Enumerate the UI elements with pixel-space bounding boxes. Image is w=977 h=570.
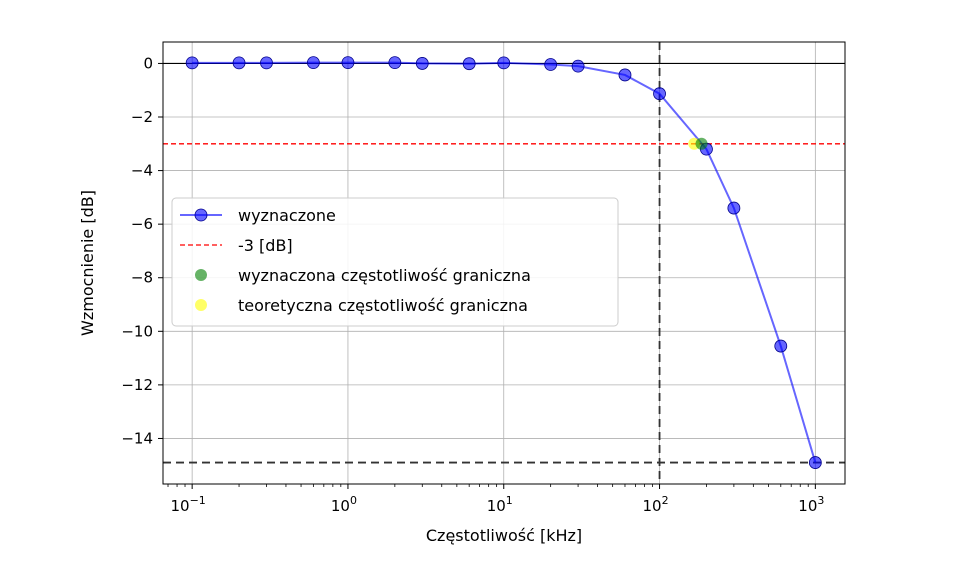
legend-swatch-dot bbox=[195, 299, 207, 311]
data-point bbox=[232, 56, 246, 70]
data-point bbox=[306, 56, 320, 70]
data-point bbox=[497, 56, 511, 70]
data-point bbox=[727, 201, 741, 215]
data-point bbox=[618, 68, 632, 82]
cutoff-points bbox=[688, 137, 708, 150]
x-tick-label: 10−1 bbox=[170, 494, 205, 515]
data-point bbox=[341, 56, 355, 70]
data-point bbox=[774, 339, 788, 353]
y-tick-label: −10 bbox=[121, 322, 153, 340]
legend: wyznaczone -3 [dB] wyznaczona częstotliwoś… bbox=[171, 197, 619, 327]
x-tick-label: 101 bbox=[487, 494, 513, 515]
legend-label: teoretyczna częstotliwość graniczna bbox=[238, 296, 528, 315]
y-tick-label: −14 bbox=[121, 429, 153, 447]
data-point bbox=[185, 56, 199, 70]
data-point bbox=[808, 456, 822, 469]
series bbox=[185, 56, 822, 469]
legend-swatch-marker bbox=[194, 208, 208, 222]
data-point bbox=[544, 58, 558, 71]
y-tick-label: 0 bbox=[143, 54, 153, 72]
legend-label: -3 [dB] bbox=[238, 236, 293, 255]
data-point bbox=[415, 57, 429, 70]
legend-swatch-dot bbox=[195, 269, 207, 281]
data-point bbox=[260, 56, 273, 70]
y-axis-ticks: 0 −2 −4 −6 −8 −10 −12 −14 bbox=[121, 54, 163, 447]
legend-label: wyznaczone bbox=[238, 206, 336, 225]
y-tick-label: −4 bbox=[131, 162, 153, 180]
x-tick-label: 102 bbox=[642, 494, 668, 515]
y-tick-label: −12 bbox=[121, 376, 153, 394]
y-axis-label: Wzmocnienie [dB] bbox=[78, 190, 97, 336]
x-axis-ticks: 10−1 100 101 102 103 bbox=[167, 484, 824, 515]
data-point bbox=[571, 59, 585, 73]
x-axis-label: Częstotliwość [kHz] bbox=[426, 526, 582, 545]
data-point bbox=[388, 56, 402, 70]
data-point bbox=[653, 87, 666, 101]
cutoff-point bbox=[695, 137, 708, 150]
x-tick-label: 100 bbox=[331, 494, 357, 515]
y-tick-label: −6 bbox=[131, 215, 153, 233]
y-tick-label: −8 bbox=[131, 269, 153, 287]
legend-label: wyznaczona częstotliwość graniczna bbox=[238, 266, 531, 285]
data-point bbox=[462, 57, 476, 71]
x-tick-label: 103 bbox=[798, 494, 824, 515]
y-tick-label: −2 bbox=[131, 108, 153, 126]
legend-box bbox=[171, 197, 619, 327]
